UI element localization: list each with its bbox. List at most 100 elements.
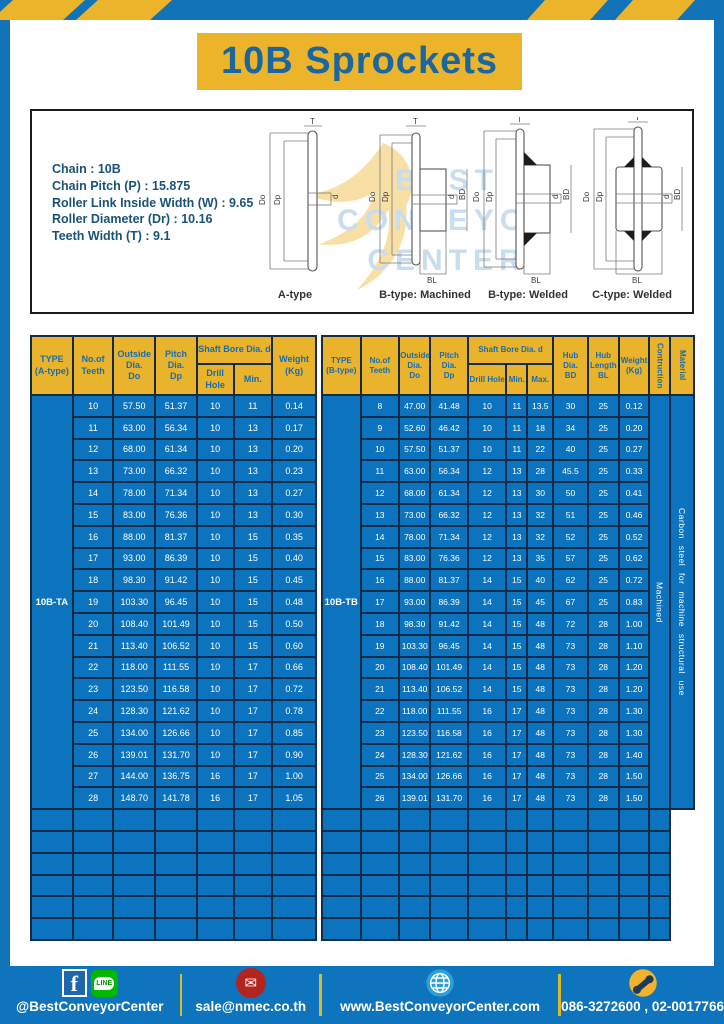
footer-divider [558,974,562,1016]
table-cell: 51.37 [429,437,469,462]
svg-text:Do: Do [368,191,377,202]
caption-c-type-welded: C-type: Welded [592,289,672,301]
empty-row [321,917,694,941]
table-cell: 10 [195,655,235,680]
table-cell: 12 [466,546,508,571]
table-row: 23 123.50 116.58 10 17 0.72 [31,677,317,702]
table-cell: 17 [232,742,274,767]
empty-cell [30,851,74,876]
svg-text:T: T [413,117,418,126]
table-cell: 16 [466,764,508,789]
table-cell: 63.00 [112,415,157,440]
table-cell: 12 [466,459,508,484]
empty-cell [552,829,589,854]
table-row: 17 93.00 86.39 10 15 0.40 [31,546,317,571]
empty-cell [552,895,589,920]
table-cell: 0.23 [271,459,317,484]
svg-text:d: d [662,195,671,199]
table-cell: 17 [232,720,274,745]
table-cell: 11 [232,394,274,418]
table-cell: 17 [505,742,529,767]
diagram-a-type: T Do Dp d [258,117,340,272]
empty-cell [195,829,235,854]
table-row: 26 139.01 131.70 10 17 0.90 [31,742,317,767]
table-cell: 0.45 [271,568,317,593]
table-cell: 15 [505,611,529,636]
table-cell: 0.27 [617,437,651,462]
empty-row [321,829,694,854]
empty-cell [71,917,115,941]
table-cell: 25 [586,394,620,418]
empty-cell [466,873,508,898]
empty-cell [526,917,555,941]
table-cell: 8 [359,394,401,418]
table-cell: 13 [232,459,274,484]
table-row: 18 98.30 91.42 14 15 48 72 28 1.00 [322,611,694,636]
table-row: 15 83.00 76.36 12 13 35 57 25 0.62 [322,546,694,571]
empty-cell [526,895,555,920]
empty-cell [271,808,317,832]
table-row: 11 63.00 56.34 12 13 28 45.5 25 0.33 [322,459,694,484]
empty-cell [398,808,432,832]
table-cell: 13 [232,437,274,462]
table-row: 22 118.00 111.55 10 17 0.66 [31,655,317,680]
table-cell: 0.12 [617,394,651,418]
table-cell: 28 [586,699,620,723]
table-cell: 13 [505,459,529,484]
top-decorative-bar [0,0,724,20]
table-cell: 0.72 [617,568,651,593]
table-cell: 28 [586,720,620,745]
caption-b-type-machined: B-type: Machined [379,289,471,301]
empty-cell [466,917,508,941]
table-cell: 48 [526,699,555,723]
footer-website-section: www.BestConveyorCenter.com [322,966,558,1024]
table-cell: 40 [526,568,555,593]
table-cell: 131.70 [154,742,198,767]
header-shaft-bore: Shaft Bore Dia. d [466,335,555,365]
table-cell: 106.52 [154,633,198,658]
empty-row [321,895,694,920]
empty-cell [359,851,401,876]
table-cell: 13 [232,415,274,440]
table-row: 12 68.00 61.34 12 13 30 50 25 0.41 [322,481,694,505]
table-cell: 1.50 [617,764,651,789]
empty-cell [195,808,235,832]
empty-cell [466,895,508,920]
empty-cell [648,873,671,898]
diagram-c-type-welded: T Do Dp d BD BL [582,117,683,285]
table-cell: 16 [466,699,508,723]
table-cell: 48 [526,611,555,636]
table-cell: 40 [552,437,589,462]
table-cell: 48 [526,677,555,702]
table-cell: 17 [71,546,115,571]
table-cell: 13 [232,502,274,527]
table-cell: 1.30 [617,699,651,723]
empty-cell [154,873,198,898]
empty-cell [30,873,74,898]
table-cell: 0.90 [271,742,317,767]
empty-row [30,895,317,920]
table-row: 25 134.00 126.66 16 17 48 73 28 1.50 [322,764,694,789]
table-row: 19 103.30 96.45 10 15 0.48 [31,590,317,614]
empty-cell [271,895,317,920]
table-cell: 11 [71,415,115,440]
table-cell: 76.36 [154,502,198,527]
empty-cell [586,829,620,854]
empty-cell [359,829,401,854]
table-cell: 91.42 [429,611,469,636]
table-cell: 10 [195,720,235,745]
empty-cell [232,895,274,920]
table-cell: 23 [71,677,115,702]
header-drill-hole: Drill Hole [466,363,508,396]
table-cell: 15 [505,633,529,658]
table-cell: 50 [552,481,589,505]
table-row: 14 78.00 71.34 12 13 32 52 25 0.52 [322,524,694,549]
table-cell: 126.66 [154,720,198,745]
table-cell: 0.46 [617,502,651,527]
table-cell: 10 [195,568,235,593]
table-cell: 71.34 [429,524,469,549]
table-cell: 81.37 [154,524,198,549]
table-cell: 14 [466,611,508,636]
empty-cell [232,808,274,832]
empty-cell [359,808,401,832]
